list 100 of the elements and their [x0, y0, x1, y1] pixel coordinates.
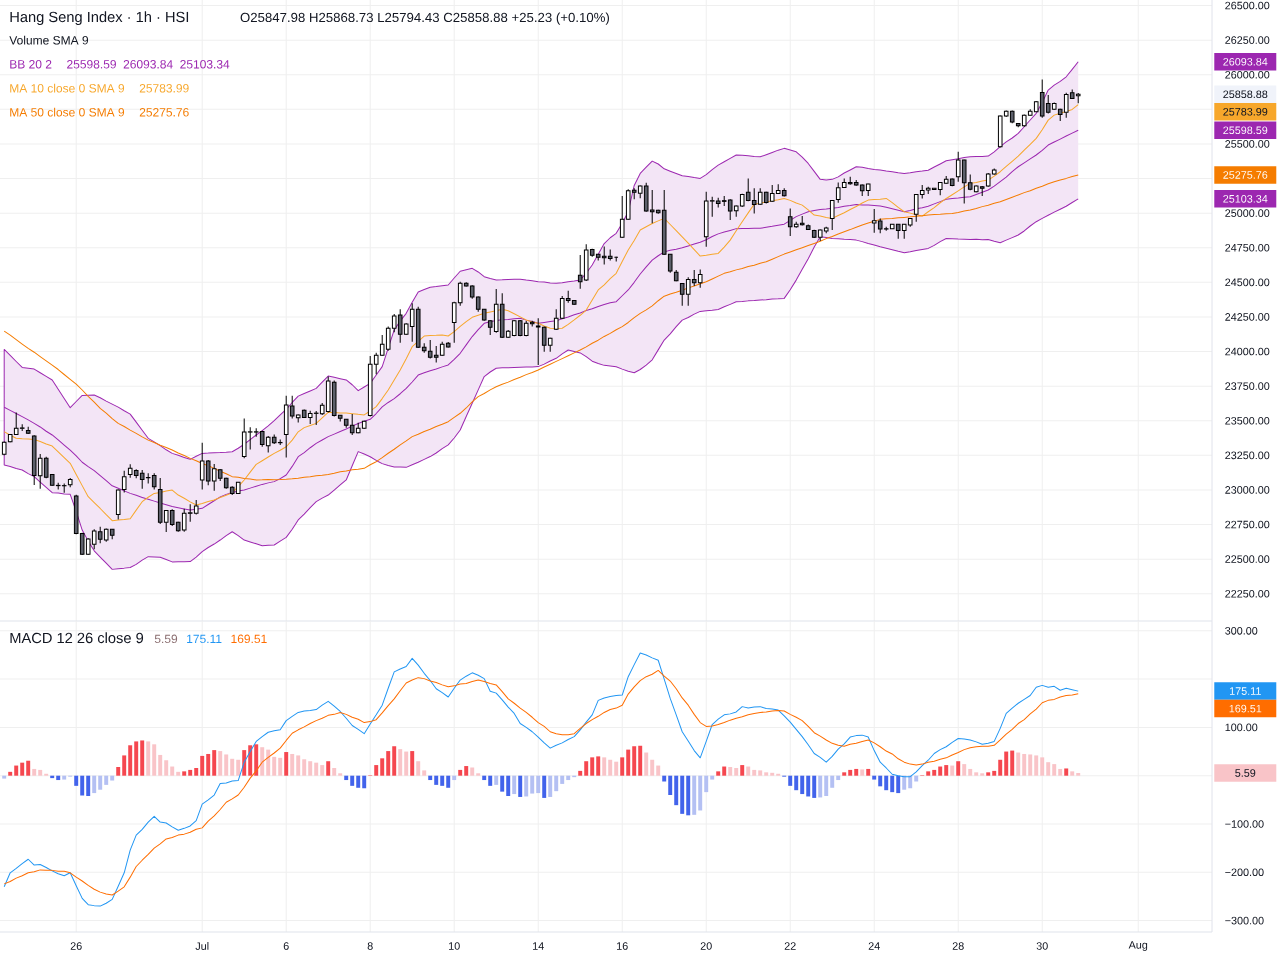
text: BB 20 2 [10, 60, 52, 69]
y-tick-label: 22750.00 [1225, 520, 1270, 529]
bar [1028, 754, 1033, 776]
bar [236, 759, 241, 776]
bar [854, 768, 859, 776]
bar [470, 767, 475, 776]
bar [986, 772, 991, 776]
bar [206, 753, 211, 776]
bar [296, 755, 301, 776]
bar [308, 761, 313, 776]
bar [398, 749, 403, 776]
bar [1070, 771, 1075, 776]
bar [968, 768, 973, 776]
bar [548, 775, 553, 797]
bar [38, 769, 43, 776]
bar [812, 775, 817, 798]
bar [1010, 750, 1015, 776]
bar [380, 758, 385, 776]
bar [332, 767, 337, 776]
bar [554, 775, 559, 792]
bar [1016, 752, 1021, 776]
bar [230, 758, 235, 776]
bar [494, 775, 499, 785]
bar [596, 756, 601, 776]
bar [1064, 768, 1069, 776]
bar [584, 761, 589, 776]
x-tick-label: 28 [952, 942, 964, 950]
bar [710, 775, 715, 780]
bar [284, 752, 289, 776]
annotation: 169.51 [231, 634, 267, 644]
y-tick-label: 26500.00 [1225, 1, 1270, 10]
bar [188, 769, 193, 776]
bar [62, 775, 67, 780]
bar [338, 773, 343, 776]
annotation: 25103.34 [180, 60, 230, 69]
bar [590, 757, 595, 776]
bar [110, 775, 115, 781]
bar [824, 775, 829, 796]
bar [530, 775, 535, 794]
bar [326, 761, 331, 776]
y-tick-label: 26000.00 [1225, 70, 1270, 79]
bar [788, 775, 793, 786]
bar [290, 753, 295, 776]
bar [800, 775, 805, 795]
bar [830, 775, 835, 788]
text: 25598.59 [1223, 126, 1268, 135]
bar [614, 761, 619, 776]
bar [1058, 768, 1063, 776]
bar [512, 775, 517, 795]
bar [1022, 753, 1027, 776]
bar [608, 759, 613, 776]
bar [458, 769, 463, 776]
bar [482, 775, 487, 781]
text: 25103.34 [1223, 195, 1268, 203]
bar [200, 755, 205, 776]
bar [818, 775, 823, 798]
x-tick-label: Jul [195, 942, 209, 950]
y-tick-label: −100.00 [1225, 820, 1264, 828]
y-tick-label: 23000.00 [1225, 486, 1270, 494]
annotation: 175.11 [187, 634, 222, 644]
y-tick-label: 23250.00 [1225, 451, 1270, 460]
bar [578, 770, 583, 776]
bar [842, 772, 847, 776]
y-tick-label: 24750.00 [1225, 243, 1270, 252]
bar [794, 775, 799, 791]
y-tick-label: −300.00 [1225, 916, 1264, 925]
bar [1052, 764, 1057, 776]
text: 25275.76 [1223, 171, 1268, 179]
y-tick-label: −200.00 [1225, 868, 1264, 877]
bar [734, 767, 739, 776]
bar [908, 775, 913, 789]
bar [770, 772, 775, 776]
bar [542, 775, 547, 798]
bar [56, 775, 61, 781]
bar [404, 751, 409, 776]
bar [674, 775, 679, 806]
text: 175.11 [1229, 687, 1261, 695]
bar [146, 741, 151, 776]
x-tick-label: Aug [1128, 941, 1148, 951]
bar [176, 771, 181, 776]
bar [884, 775, 889, 791]
text: O25847.98 H25868.73 L25794.43 C25858.88 +25.23 (+0.10%) [240, 12, 609, 25]
bar [962, 764, 967, 776]
bar [944, 765, 949, 776]
bar [956, 761, 961, 776]
bar [2, 775, 7, 779]
bar [632, 746, 637, 776]
bar [1046, 762, 1051, 776]
bar [620, 757, 625, 776]
bar [698, 775, 703, 811]
bar [1034, 755, 1039, 776]
bar [938, 766, 943, 776]
y-tick-label: 24000.00 [1225, 347, 1270, 356]
bar [428, 775, 433, 781]
bar [980, 773, 985, 776]
x-tick-label: 30 [1036, 942, 1048, 950]
bar [98, 775, 103, 790]
bar [488, 775, 493, 786]
x-tick-label: 14 [533, 942, 544, 950]
text: 5.59 [1235, 769, 1256, 777]
